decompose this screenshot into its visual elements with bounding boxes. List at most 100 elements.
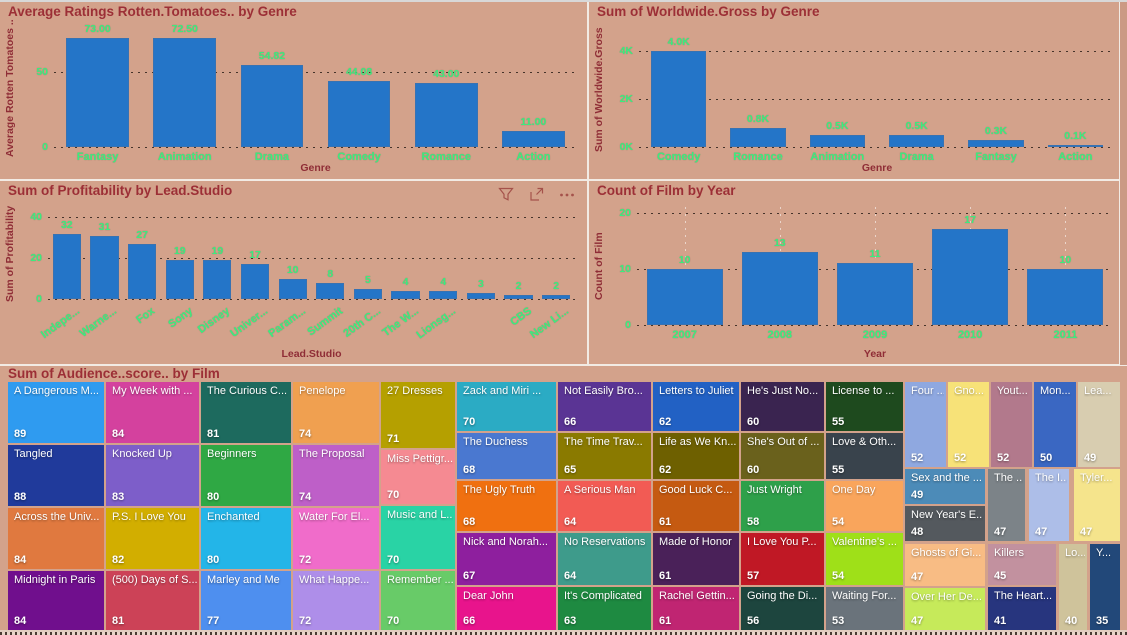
treemap-tile[interactable]: Zack and Miri ... 70 [457,382,556,431]
treemap-tile[interactable]: Rachel Gettin... 61 [653,587,739,630]
treemap-tile[interactable]: Sex and the ... 49 [905,469,985,504]
treemap-tile[interactable]: One Day 54 [826,481,903,531]
bar[interactable] [542,294,571,299]
bar[interactable] [932,229,1009,325]
bar[interactable] [414,82,478,147]
bar[interactable] [650,51,707,147]
treemap-tile[interactable]: P.S. I Love You 82 [106,508,199,569]
treemap-tile[interactable]: Knocked Up 83 [106,445,199,506]
treemap-tile[interactable]: Dear John 66 [457,587,556,630]
treemap-tile[interactable]: Midnight in Paris 84 [8,571,104,630]
tile-score-value: 66 [463,615,476,627]
bar[interactable] [52,233,81,299]
treemap-tile[interactable]: Y... 35 [1090,544,1120,630]
bar[interactable] [240,264,270,299]
bar[interactable] [466,292,495,299]
treemap-tile[interactable]: Miss Pettigr... 70 [381,450,455,504]
treemap-tile[interactable]: Water For El... 72 [293,508,379,569]
treemap-tile[interactable]: The ... 47 [988,469,1025,541]
treemap-tile[interactable]: Nick and Norah... 67 [457,533,556,585]
treemap-tile[interactable]: Just Wright 58 [741,481,824,531]
bar[interactable] [153,38,217,147]
tile-score-value: 62 [659,464,672,476]
bar[interactable] [127,243,157,299]
treemap-tile[interactable]: Over Her De... 47 [905,588,985,630]
treemap-tile[interactable]: Made of Honor 61 [653,533,739,585]
treemap-tile[interactable]: Yout... 52 [991,382,1032,467]
treemap-tile[interactable]: The Ugly Truth 68 [457,481,556,531]
treemap-tile[interactable]: What Happe... 72 [293,571,379,630]
treemap-tile[interactable]: It's Complicated 63 [558,587,651,630]
treemap-tile[interactable]: Life as We Kn... 62 [653,433,739,479]
bar[interactable] [730,127,786,147]
treemap-tile[interactable]: Lo... 40 [1059,544,1087,630]
x-category-label: Animation [157,151,212,163]
treemap-tile[interactable]: The Curious C... 81 [201,382,291,443]
bar[interactable] [836,263,914,325]
treemap-tile[interactable]: Ghosts of Gi... 47 [905,544,985,586]
bar[interactable] [809,134,866,147]
treemap-tile[interactable]: He's Just No... 60 [741,382,824,431]
bar[interactable] [165,260,194,299]
treemap-tile[interactable]: Not Easily Bro... 66 [558,382,651,431]
treemap-tile[interactable]: A Dangerous M... 89 [8,382,104,443]
treemap-tile[interactable]: The Time Trav... 65 [558,433,651,479]
treemap-tile[interactable]: Remember ... 70 [381,571,455,630]
treemap-tile[interactable]: Across the Univ... 84 [8,508,104,569]
bar[interactable] [1027,268,1104,325]
treemap-tile[interactable]: The Duchess 68 [457,433,556,479]
treemap-tile[interactable]: My Week with ... 84 [106,382,199,443]
bar[interactable] [66,37,129,147]
bar[interactable] [90,235,119,299]
treemap-tile[interactable]: The Heart... 41 [988,587,1056,630]
bar[interactable] [429,290,458,299]
focus-mode-icon[interactable] [529,187,544,202]
treemap-tile[interactable]: A Serious Man 64 [558,481,651,531]
treemap-tile[interactable]: (500) Days of S... 81 [106,571,199,630]
filter-icon[interactable] [498,187,514,202]
bar[interactable] [353,288,383,299]
treemap-tile[interactable]: Love & Oth... 55 [826,433,903,479]
treemap-tile[interactable]: Music and L... 70 [381,506,455,569]
treemap-tile[interactable]: Marley and Me 77 [201,571,291,630]
bar[interactable] [278,278,307,299]
treemap-tile[interactable]: License to ... 55 [826,382,903,431]
bar[interactable] [1047,144,1104,147]
treemap-tile[interactable]: I Love You P... 57 [741,533,824,585]
treemap-tile[interactable]: The Proposal 74 [293,445,379,506]
treemap-tile[interactable]: Tyler... 47 [1074,469,1120,541]
treemap-tile[interactable]: Lea... 49 [1078,382,1120,467]
bar[interactable] [316,282,345,299]
bar[interactable] [240,64,304,147]
treemap-tile[interactable]: Going the Di... 56 [741,587,824,630]
treemap-tile[interactable]: Gno... 52 [948,382,989,467]
treemap-tile[interactable]: No Reservations 64 [558,533,651,585]
treemap-tile[interactable]: She's Out of ... 60 [741,433,824,479]
treemap-tile[interactable]: Letters to Juliet 62 [653,382,739,431]
bar-value-label: 11 [869,248,881,261]
bar[interactable] [502,130,565,147]
bar[interactable] [504,294,533,299]
bar[interactable] [391,290,420,299]
treemap-tile[interactable]: Four ... 52 [905,382,946,467]
treemap-tile[interactable]: Tangled 88 [8,445,104,506]
treemap-tile[interactable]: New Year's E... 48 [905,506,985,541]
more-options-icon[interactable] [559,187,575,202]
treemap-tile[interactable]: Mon... 50 [1034,382,1076,467]
treemap-tile[interactable]: Penelope 74 [293,382,379,443]
bar[interactable] [741,251,818,325]
bar[interactable] [646,268,723,325]
treemap-tile[interactable]: Beginners 80 [201,445,291,506]
treemap-tile[interactable]: Good Luck C... 61 [653,481,739,531]
treemap-tile[interactable]: Enchanted 80 [201,508,291,569]
bar[interactable] [203,260,232,299]
treemap-tile[interactable]: Valentine's ... 54 [826,533,903,585]
treemap-tile[interactable]: The I... 47 [1029,469,1069,541]
x-category-label: Drama [254,151,290,163]
treemap-tile[interactable]: Killers 45 [988,544,1056,585]
bar[interactable] [888,135,945,147]
bar[interactable] [327,80,391,147]
treemap-tile[interactable]: 27 Dresses 71 [381,382,455,448]
treemap-tile[interactable]: Waiting For... 53 [826,587,903,630]
bar[interactable] [968,139,1024,147]
